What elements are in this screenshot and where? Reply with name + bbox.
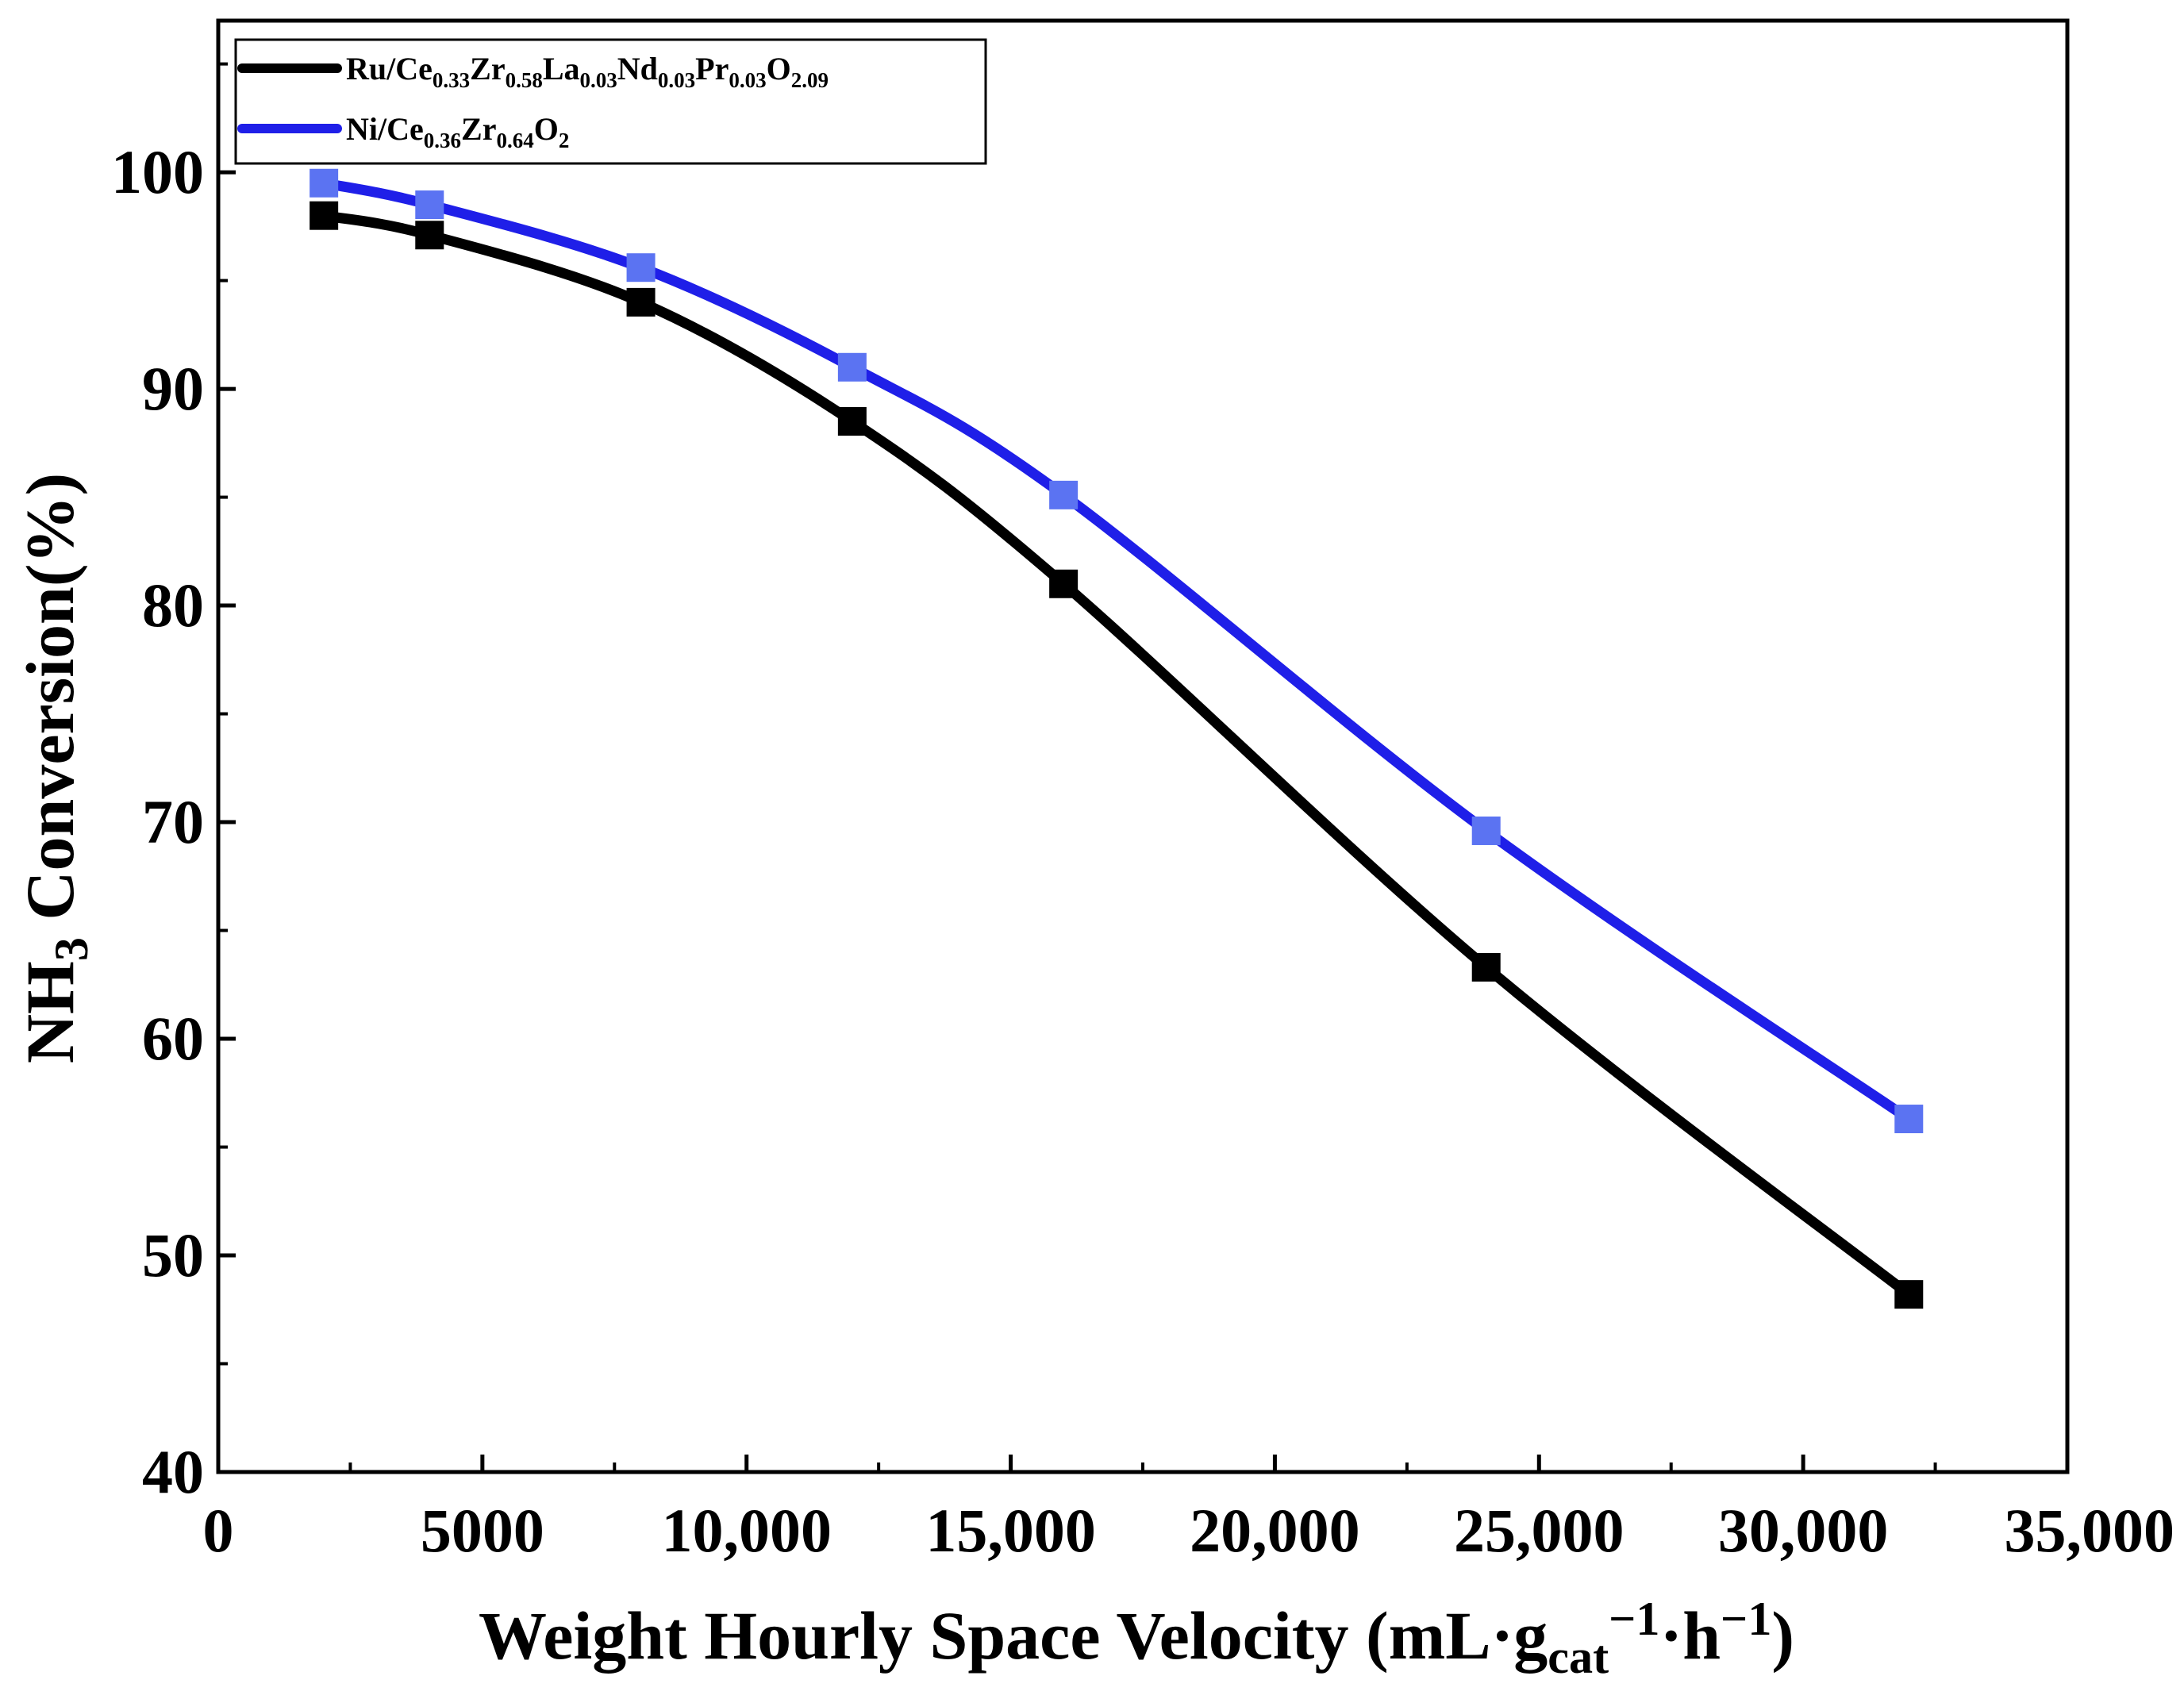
x-tick-label: 15,000 [925, 1496, 1096, 1565]
legend-label-part: Zr [470, 51, 505, 86]
series-1-point [837, 407, 867, 436]
x-axis-title-subscript: cat [1548, 1631, 1609, 1684]
y-axis-title-main: NH [12, 961, 88, 1063]
y-tick-label: 100 [111, 137, 204, 206]
y-tick-label: 60 [142, 1004, 204, 1073]
x-axis-title: Weight Hourly Space Velocity (mL·gcat−1·… [479, 1593, 1794, 1684]
legend-label-subscript: 0.58 [506, 68, 543, 92]
y-axis-title-end: Conversion(%) [12, 473, 88, 937]
series-lines [318, 178, 1914, 1300]
legend-label-1: Ru/Ce0.33Zr0.58La0.03Nd0.03Pr0.03O2.09 [346, 51, 829, 92]
y-axis-ticks: 40 50 60 70 80 90 100 [111, 62, 236, 1506]
legend-label-part: Nd [617, 51, 658, 86]
series-markers [310, 168, 1924, 1309]
legend: Ru/Ce0.33Zr0.58La0.03Nd0.03Pr0.03O2.09Ni… [234, 38, 987, 165]
y-tick-label: 80 [142, 571, 204, 640]
series-line-2 [318, 178, 1914, 1124]
series-1-point [1471, 952, 1501, 982]
series-2-point [1471, 816, 1501, 845]
series-1-point [1894, 1280, 1924, 1309]
legend-label-part: Zr [461, 111, 496, 147]
legend-label-part: Ni/Ce [346, 111, 424, 147]
legend-label-2: Ni/Ce0.36Zr0.64O2 [346, 111, 569, 152]
legend-label-subscript: 2.09 [791, 68, 829, 92]
x-axis-title-main: Weight Hourly Space Velocity (mL·g [479, 1597, 1548, 1674]
legend-label-subscript: 0.03 [580, 68, 617, 92]
x-tick-label: 35,000 [2005, 1496, 2175, 1565]
y-tick-label: 90 [142, 354, 204, 423]
x-tick-label: 25,000 [1454, 1496, 1625, 1565]
x-tick-label: 30,000 [1718, 1496, 1889, 1565]
series-2-point [626, 253, 656, 282]
series-2-point [310, 168, 339, 198]
x-tick-label: 0 [203, 1496, 234, 1565]
y-tick-label: 40 [142, 1437, 204, 1506]
y-axis-title-subscript: 3 [45, 937, 98, 961]
legend-label-part: La [543, 51, 580, 86]
legend-label-subscript: 0.03 [658, 68, 695, 92]
series-2-point [415, 190, 444, 220]
legend-label-part: Ru/Ce [346, 51, 433, 86]
series-line-1 [318, 210, 1914, 1300]
x-axis-title-mid: ·h [1660, 1597, 1721, 1674]
x-tick-label: 10,000 [661, 1496, 832, 1565]
x-tick-label: 20,000 [1190, 1496, 1360, 1565]
legend-label-part: O [534, 111, 559, 147]
legend-label-subscript: 0.33 [433, 68, 470, 92]
y-tick-label: 50 [142, 1220, 204, 1290]
legend-label-part: O [767, 51, 791, 86]
legend-label-subscript: 0.03 [729, 68, 766, 92]
x-axis-title-superscript: −1 [1609, 1593, 1659, 1646]
series-2-point [1894, 1105, 1924, 1134]
series-1-point [626, 287, 656, 317]
y-tick-label: 70 [142, 787, 204, 856]
legend-label-subscript: 0.36 [424, 129, 461, 152]
series-2-point [1049, 480, 1079, 509]
y-axis-title: NH3 Conversion(%) [12, 473, 98, 1063]
legend-box [234, 38, 987, 165]
series-2-point [837, 352, 867, 382]
series-1-point [310, 201, 339, 230]
legend-label-part: Pr [695, 51, 729, 86]
series-1-point [415, 221, 444, 250]
x-axis-title-superscript-2: −1 [1721, 1593, 1771, 1646]
legend-label-subscript: 2 [559, 129, 570, 152]
legend-label-subscript: 0.64 [496, 129, 533, 152]
x-tick-label: 5000 [421, 1496, 544, 1565]
series-1-point [1049, 569, 1079, 598]
x-axis-title-end: ) [1771, 1597, 1794, 1674]
x-axis-ticks: 0 5000 10,000 15,000 20,000 25,000 30,000 35,00… [203, 1455, 2175, 1565]
